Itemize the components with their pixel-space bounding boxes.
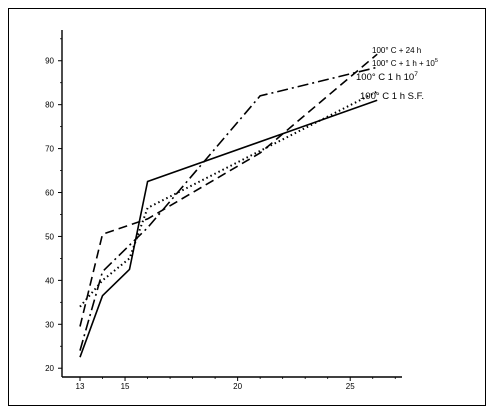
series-line-4 bbox=[79, 99, 378, 358]
y-tick-label: 40 bbox=[45, 276, 54, 285]
series-label-1: 100° C + 24 h bbox=[372, 46, 421, 55]
y-tick-label: 60 bbox=[45, 189, 54, 198]
x-tick-label: 20 bbox=[233, 382, 242, 391]
y-tick-label: 30 bbox=[45, 320, 54, 329]
series-label-3: 100° C 1 h 107 bbox=[356, 71, 418, 83]
series-label-4: 100° C 1 h S.F. bbox=[360, 91, 424, 102]
x-tick-label: 25 bbox=[346, 382, 355, 391]
series-line-1 bbox=[79, 66, 378, 351]
x-tick-label: 15 bbox=[121, 382, 130, 391]
series-line-2 bbox=[79, 53, 378, 327]
series-label-2: 100° C + 1 h + 105 bbox=[372, 58, 438, 68]
y-tick-label: 20 bbox=[45, 364, 54, 373]
chart-frame bbox=[8, 8, 486, 406]
y-tick-label: 90 bbox=[45, 57, 54, 66]
x-tick-label: 13 bbox=[76, 382, 85, 391]
series-line-3 bbox=[79, 90, 378, 308]
y-tick-label: 70 bbox=[45, 145, 54, 154]
y-tick-label: 80 bbox=[45, 101, 54, 110]
y-tick-label: 50 bbox=[45, 232, 54, 241]
